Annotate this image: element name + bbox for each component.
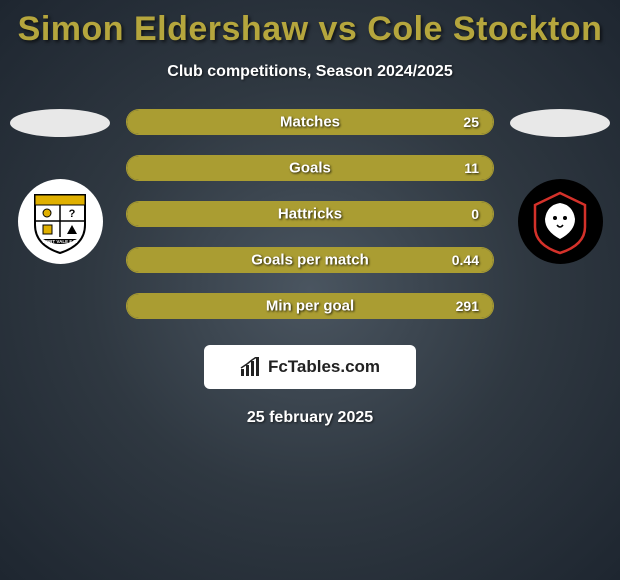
player-left-name: Simon Eldershaw xyxy=(18,10,309,48)
left-side: ? PORT VALE F.C. xyxy=(10,109,110,264)
right-club-logo xyxy=(518,179,603,264)
stat-value: 25 xyxy=(463,114,479,130)
stat-value: 291 xyxy=(456,298,479,314)
player-left-photo-placeholder xyxy=(10,109,110,137)
stat-label: Hattricks xyxy=(278,206,342,223)
bar-chart-icon xyxy=(240,357,262,377)
brand-watermark: FcTables.com xyxy=(204,345,416,389)
stat-value: 0.44 xyxy=(452,252,479,268)
left-club-logo: ? PORT VALE F.C. xyxy=(18,179,103,264)
port-vale-crest-icon: ? PORT VALE F.C. xyxy=(25,187,95,257)
competition-subtitle: Club competitions, Season 2024/2025 xyxy=(0,63,620,81)
stat-bar-matches: Matches 25 xyxy=(126,109,494,135)
salford-lion-icon xyxy=(525,187,595,257)
svg-text:PORT VALE F.C.: PORT VALE F.C. xyxy=(43,239,78,244)
stat-label: Min per goal xyxy=(266,298,354,315)
stat-bar-min-per-goal: Min per goal 291 xyxy=(126,293,494,319)
stat-label: Matches xyxy=(280,114,340,131)
stat-bar-hattricks: Hattricks 0 xyxy=(126,201,494,227)
stat-value: 11 xyxy=(464,160,479,176)
player-right-photo-placeholder xyxy=(510,109,610,137)
player-right-name: Cole Stockton xyxy=(367,10,602,48)
title-vs: vs xyxy=(319,10,358,48)
stat-bar-goals-per-match: Goals per match 0.44 xyxy=(126,247,494,273)
stat-label: Goals xyxy=(289,160,331,177)
comparison-columns: ? PORT VALE F.C. Matches 25 Goals 11 Hat… xyxy=(0,109,620,319)
svg-text:?: ? xyxy=(69,208,76,220)
stat-bars: Matches 25 Goals 11 Hattricks 0 Goals pe… xyxy=(110,109,510,319)
stat-value: 0 xyxy=(471,206,479,222)
comparison-title: Simon Eldershaw vs Cole Stockton xyxy=(0,0,620,49)
brand-text: FcTables.com xyxy=(268,357,380,377)
snapshot-date: 25 february 2025 xyxy=(0,409,620,427)
stat-label: Goals per match xyxy=(251,252,369,269)
stat-bar-goals: Goals 11 xyxy=(126,155,494,181)
right-side xyxy=(510,109,610,264)
